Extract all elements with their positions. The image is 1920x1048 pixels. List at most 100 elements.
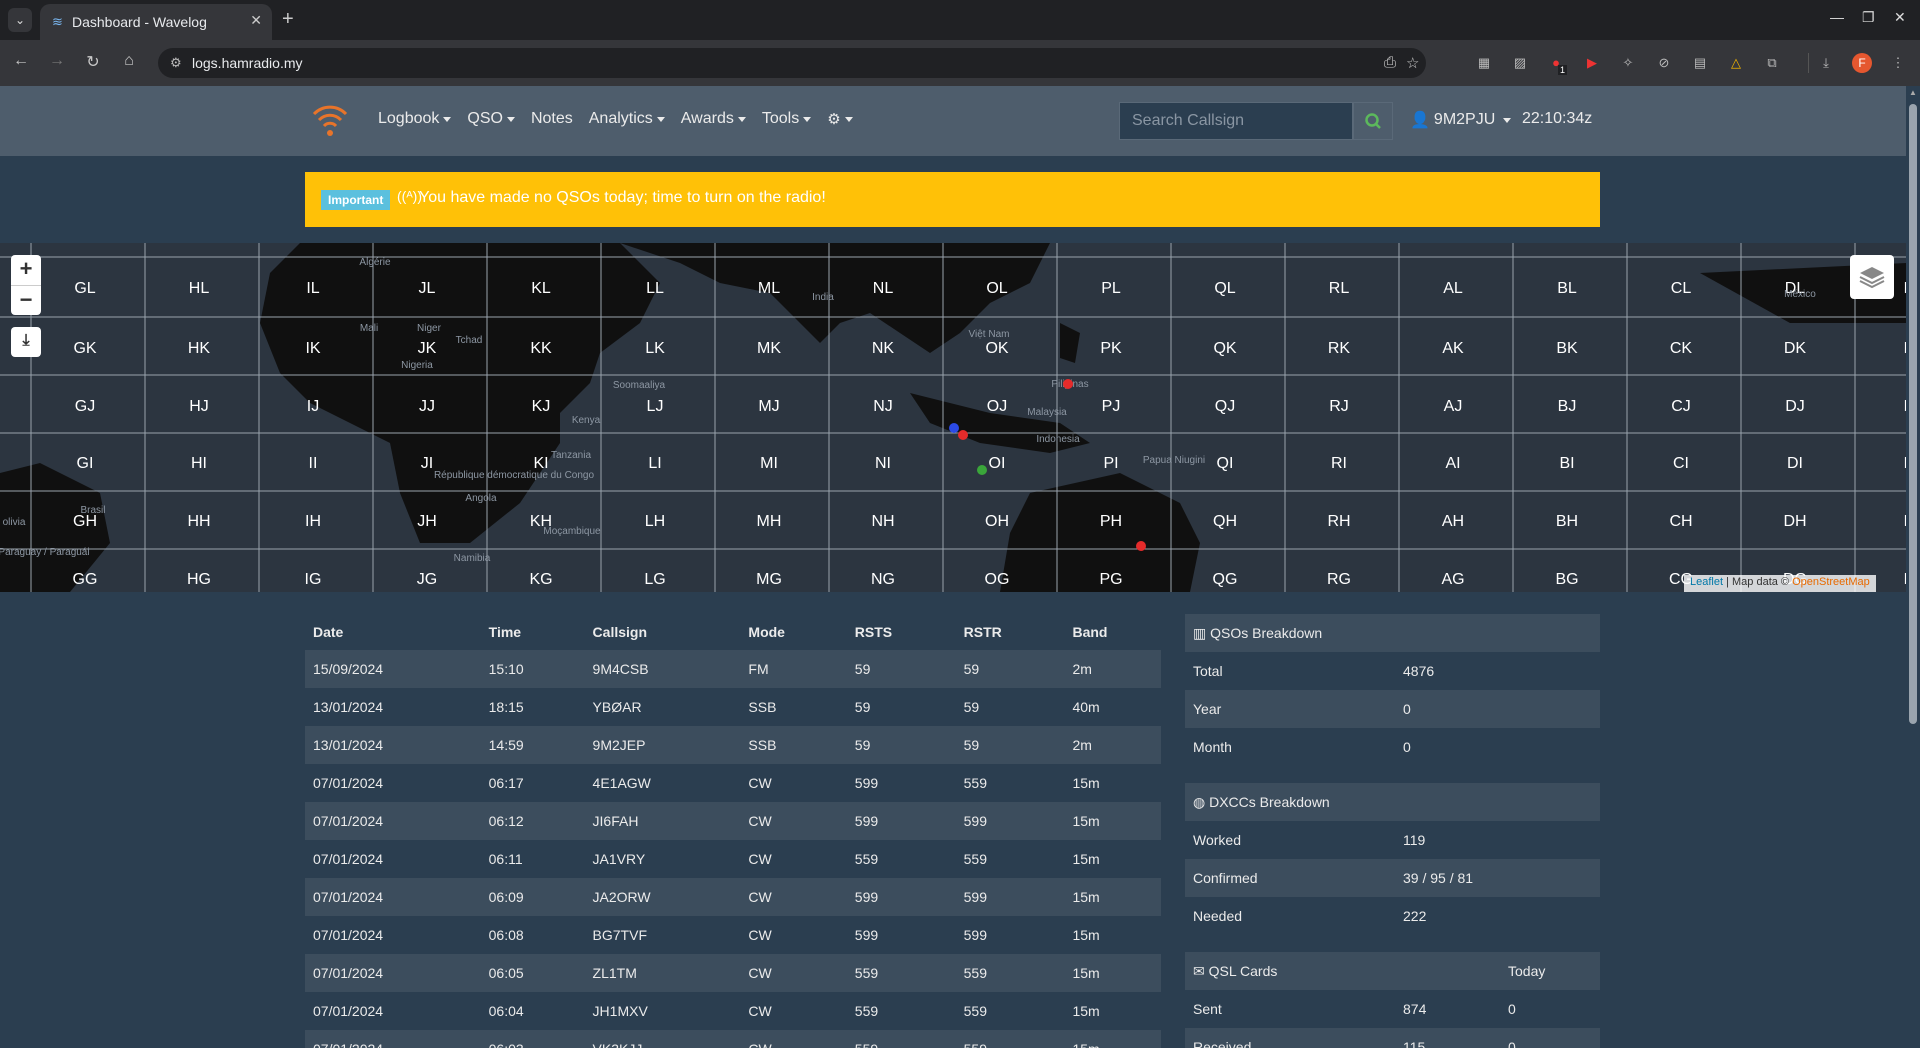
gridsquare-label: MG — [756, 571, 782, 588]
drive-extension-icon[interactable]: △ — [1731, 55, 1741, 70]
browser-tab-active[interactable]: ≋ Dashboard - Wavelog ✕ — [40, 4, 272, 40]
menu-tools[interactable]: Tools — [762, 110, 812, 128]
search-callsign-input[interactable] — [1119, 102, 1353, 140]
table-row[interactable]: 07/01/2024 06:04 JH1MXV CW 559 559 15m — [305, 992, 1161, 1030]
restore-icon[interactable]: ❐ — [1862, 9, 1875, 25]
hidden-extension-icon[interactable]: ⊘ — [1658, 55, 1670, 70]
table-row[interactable]: 15/09/2024 15:10 9M4CSB FM 59 59 2m — [305, 650, 1161, 688]
extension-badge: 1 — [1558, 65, 1568, 75]
gridsquare-label: E — [1904, 280, 1906, 297]
download-map-icon[interactable]: ⤓ — [11, 327, 41, 357]
menu-qso-label: QSO — [467, 110, 503, 127]
search-button[interactable] — [1353, 102, 1393, 140]
extensions-puzzle-icon[interactable]: ⧉ — [1767, 55, 1777, 70]
callsign-cell[interactable]: 4E1AGW — [592, 775, 651, 791]
callsign-cell[interactable]: JA2ORW — [592, 889, 651, 905]
menu-awards[interactable]: Awards — [681, 110, 746, 128]
minimize-icon[interactable]: — — [1830, 9, 1844, 25]
gridsquare-label: MK — [757, 340, 781, 357]
landmass-africa — [260, 243, 660, 543]
image-extension-icon[interactable]: ▨ — [1513, 55, 1527, 70]
tab-search-button[interactable]: ⌄ — [8, 8, 32, 32]
bookmark-star-icon[interactable]: ☆ — [1406, 55, 1420, 72]
gridsquare-map[interactable]: GL HL IL JL KL LL ML NL OL PL QL RL AL BL CL DL E GK HK IK J… — [0, 243, 1906, 592]
zoom-out-button[interactable]: − — [11, 285, 41, 315]
table-cell: 07/01/2024 — [313, 775, 384, 791]
menu-analytics-label: Analytics — [588, 110, 653, 127]
menu-notes[interactable]: Notes — [531, 110, 573, 128]
table-cell: 599 — [963, 927, 987, 943]
home-icon[interactable]: ⌂ — [124, 52, 134, 69]
profile-avatar[interactable]: F — [1852, 53, 1872, 73]
stat-value: 874 — [1403, 1001, 1427, 1017]
chart-extension-icon[interactable]: ▤ — [1693, 55, 1707, 70]
wavelog-logo-icon[interactable] — [308, 100, 352, 140]
zoom-in-button[interactable]: + — [11, 255, 41, 285]
table-header-row: Date Time Callsign Mode RSTS RSTR Band — [305, 614, 1161, 650]
wavelog-favicon-icon: ≋ — [52, 14, 63, 29]
table-cell: 599 — [854, 813, 879, 829]
table-row[interactable]: 07/01/2024 06:11 JA1VRY CW 559 559 15m — [305, 840, 1161, 878]
scroll-thumb[interactable] — [1909, 104, 1917, 724]
new-tab-button[interactable]: + — [282, 8, 294, 30]
menu-extras[interactable]: ⚙ — [827, 110, 853, 128]
table-row[interactable]: 07/01/2024 06:17 4E1AGW CW 599 559 15m — [305, 764, 1161, 802]
browser-toolbar: ← → ↻ ⌂ ⚙ logs.hamradio.my ⎙ ☆ ▦ ▨ ● 1 ▶… — [0, 40, 1920, 86]
qr-extension-icon[interactable]: ▦ — [1477, 55, 1491, 70]
youtube-extension-icon[interactable]: ▶ — [1587, 55, 1597, 70]
table-row[interactable]: 07/01/2024 06:05 ZL1TM CW 559 559 15m — [305, 954, 1161, 992]
callsign-cell[interactable]: JH1MXV — [592, 1003, 648, 1019]
gridsquare-label: MI — [760, 455, 778, 472]
table-cell: 15m — [1064, 1030, 1161, 1048]
gridsquare-label: NI — [875, 455, 891, 472]
callsign-cell[interactable]: BG7TVF — [592, 927, 648, 943]
downloads-icon[interactable]: ⤓ — [1823, 55, 1829, 70]
menu-qso[interactable]: QSO — [467, 110, 515, 128]
menu-logbook[interactable]: Logbook — [378, 110, 452, 128]
address-bar[interactable]: ⚙ logs.hamradio.my ⎙ ☆ — [158, 48, 1426, 78]
back-icon[interactable]: ← — [13, 52, 29, 69]
adblock-extension-icon[interactable]: ● — [1552, 55, 1560, 70]
callsign-cell[interactable]: VK3KJJ — [585, 1030, 741, 1048]
layers-control[interactable] — [1850, 255, 1894, 299]
table-cell: CW — [748, 1003, 772, 1019]
page-scrollbar[interactable]: ▲ — [1906, 86, 1920, 1048]
qso-marker-red[interactable] — [1063, 379, 1073, 389]
table-row[interactable]: 07/01/2024 06:08 BG7TVF CW 599 599 15m — [305, 916, 1161, 954]
gridsquare-label: OJ — [987, 398, 1007, 415]
table-row[interactable]: 13/01/2024 18:15 YBØAR SSB 59 59 40m — [305, 688, 1161, 726]
callsign-cell[interactable]: 9M4CSB — [592, 661, 649, 677]
install-app-icon[interactable]: ⎙ — [1384, 54, 1397, 71]
gridsquare-label: RL — [1329, 280, 1350, 297]
gridsquare-label: IL — [306, 280, 319, 297]
reload-icon[interactable]: ↻ — [86, 54, 100, 71]
callsign-cell[interactable]: ZL1TM — [592, 965, 637, 981]
qso-marker-blue[interactable] — [949, 423, 959, 433]
callsign-cell[interactable]: 9M2JEP — [592, 737, 646, 753]
callsign-cell[interactable]: JA1VRY — [592, 851, 646, 867]
qso-marker-red[interactable] — [958, 430, 968, 440]
scroll-up-icon[interactable]: ▲ — [1909, 88, 1917, 97]
qso-marker-home[interactable] — [977, 465, 987, 475]
table-row[interactable]: 13/01/2024 14:59 9M2JEP SSB 59 59 2m — [305, 726, 1161, 764]
window-close-icon[interactable]: ✕ — [1894, 9, 1906, 25]
site-info-icon[interactable]: ⚙ — [170, 55, 182, 70]
callsign-cell[interactable]: JI6FAH — [592, 813, 639, 829]
table-row[interactable]: 07/01/2024 06:12 JI6FAH CW 599 599 15m — [305, 802, 1161, 840]
table-cell: 559 — [854, 965, 879, 981]
menu-analytics[interactable]: Analytics — [589, 110, 665, 128]
wand-extension-icon[interactable]: ✧ — [1622, 55, 1634, 70]
table-cell: 06:03 — [481, 1030, 585, 1048]
table-row[interactable]: 07/01/2024 06:09 JA2ORW CW 599 599 15m — [305, 878, 1161, 916]
openstreetmap-link[interactable]: OpenStreetMap — [1792, 576, 1870, 588]
callsign-cell[interactable]: YBØAR — [592, 699, 642, 715]
forward-icon[interactable]: → — [49, 52, 65, 69]
qso-marker-red[interactable] — [1136, 541, 1146, 551]
browser-menu-icon[interactable]: ⋮ — [1891, 55, 1905, 70]
tab-close-icon[interactable]: ✕ — [250, 12, 262, 28]
user-menu[interactable]: 👤 9M2PJU — [1410, 110, 1512, 130]
table-body: 15/09/2024 15:10 9M4CSB FM 59 59 2m 13/01/2024 1… — [305, 650, 1161, 1048]
leaflet-link[interactable]: Leaflet — [1690, 576, 1724, 588]
gridsquare-label: RJ — [1329, 398, 1349, 415]
